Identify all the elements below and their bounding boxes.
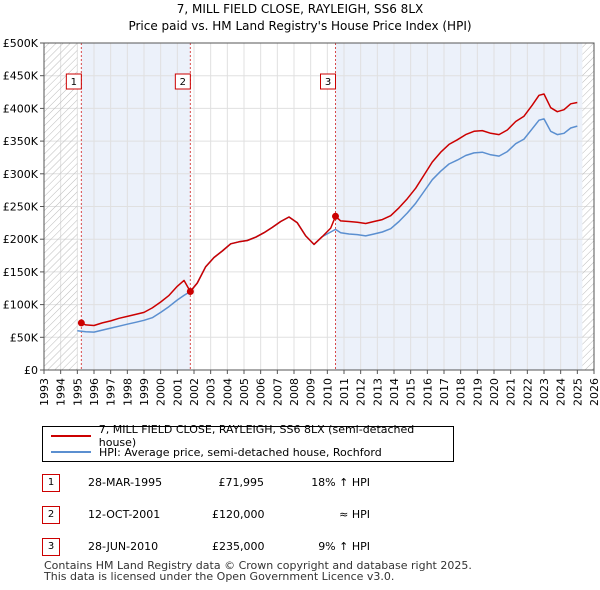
- x-tick-label: 2004: [221, 378, 234, 406]
- x-tick-label: 2016: [421, 378, 434, 406]
- legend-swatch-property: [51, 435, 91, 437]
- y-tick-label: £350K: [3, 135, 39, 148]
- x-tick-label: 2007: [271, 378, 284, 406]
- sale-label-text: 2: [180, 77, 186, 88]
- sale-number: 1: [42, 474, 60, 492]
- y-tick-label: £100K: [3, 299, 39, 312]
- footer: Contains HM Land Registry data © Crown c…: [44, 560, 472, 582]
- hatched-no-data-region: [44, 43, 78, 370]
- x-tick-label: 2022: [521, 378, 534, 406]
- sale-label-box: [174, 73, 191, 90]
- sale-hpi-comparison: 9% ↑ HPI: [318, 540, 370, 553]
- y-tick-label: £300K: [3, 168, 39, 181]
- sale-point: [77, 319, 85, 327]
- x-tick-label: 2005: [238, 378, 251, 406]
- legend-swatch-hpi: [51, 451, 91, 453]
- grid: [43, 42, 595, 371]
- y-tick-label: £400K: [3, 102, 39, 115]
- x-tick-label: 2015: [405, 378, 418, 406]
- hatched-no-data-region: [582, 43, 594, 370]
- sale-date: 12-OCT-2001: [88, 508, 161, 521]
- sale-point: [332, 212, 339, 220]
- x-tick-label: 2026: [588, 378, 600, 406]
- footer-copyright: Contains HM Land Registry data © Crown c…: [44, 559, 472, 572]
- x-tick-label: 2018: [455, 378, 468, 406]
- x-tick-label: 2017: [438, 378, 451, 406]
- sale-label-text: 3: [325, 77, 331, 88]
- x-tick-label: 2021: [505, 378, 518, 406]
- hatched-regions: [44, 43, 594, 370]
- y-tick-label: £500K: [3, 37, 39, 50]
- sale-points: [77, 212, 339, 327]
- x-tick-label: 2023: [538, 378, 551, 406]
- sale-number: 3: [42, 538, 60, 556]
- y-tick-label: £150K: [3, 266, 39, 279]
- x-tick-label: 2010: [321, 378, 334, 406]
- sale-hpi-comparison: ≈ HPI: [339, 508, 370, 521]
- sale-date: 28-MAR-1995: [88, 476, 163, 489]
- x-tick-label: 2013: [371, 378, 384, 406]
- legend-label-hpi: HPI: Average price, semi-detached house,…: [99, 445, 382, 459]
- sale-point: [186, 288, 194, 296]
- x-tick-label: 1998: [121, 378, 134, 406]
- x-tick-label: 2025: [571, 378, 584, 406]
- footer-licence: This data is licensed under the Open Gov…: [44, 570, 395, 583]
- y-tick-label: £250K: [3, 201, 39, 214]
- x-tick-label: 2014: [388, 378, 401, 406]
- sale-label-text: 1: [71, 77, 77, 88]
- chart-subtitle: Price paid vs. HM Land Registry's House …: [128, 19, 471, 33]
- property-price-line: [80, 93, 578, 327]
- legend-item-property: 7, MILL FIELD CLOSE, RAYLEIGH, SS6 8LX (…: [51, 423, 453, 449]
- sale-date: 28-JUN-2010: [88, 540, 159, 553]
- x-tick-label: 2009: [305, 378, 318, 406]
- sale-price: £235,000: [212, 540, 265, 553]
- sale-number: 2: [42, 506, 60, 524]
- x-tick-label: 1997: [105, 378, 118, 406]
- sale-row: 3 28-JUN-2010 £235,000 9% ↑ HPI: [42, 538, 402, 556]
- hpi-line: [77, 118, 578, 333]
- y-tick-label: £50K: [10, 331, 39, 344]
- x-tick-label: 1999: [138, 378, 151, 406]
- legend-label-property: 7, MILL FIELD CLOSE, RAYLEIGH, SS6 8LX (…: [98, 423, 415, 449]
- x-tick-label: 2008: [288, 378, 301, 406]
- x-tick-label: 2003: [205, 378, 218, 406]
- series: [77, 93, 578, 333]
- x-tick-label: 2024: [555, 378, 568, 406]
- y-tick-label: £0: [24, 364, 38, 377]
- y-tick-label: £200K: [3, 233, 39, 246]
- x-tick-label: 2001: [171, 378, 184, 406]
- sale-hpi-comparison: 18% ↑ HPI: [311, 476, 370, 489]
- legend: 7, MILL FIELD CLOSE, RAYLEIGH, SS6 8LX (…: [42, 423, 454, 462]
- x-tick-label: 1995: [71, 378, 84, 406]
- x-tick-label: 1993: [38, 378, 51, 406]
- x-tick-label: 2019: [471, 378, 484, 406]
- x-tick-label: 2006: [255, 378, 268, 406]
- x-tick-label: 2011: [338, 378, 351, 406]
- x-tick-label: 2012: [355, 378, 368, 406]
- x-tick-label: 1996: [88, 378, 101, 406]
- sale-row: 1 28-MAR-1995 £71,995 18% ↑ HPI: [42, 474, 402, 492]
- sale-markers-lines: [80, 43, 336, 370]
- x-tick-label: 2002: [188, 378, 201, 406]
- legend-item-hpi: HPI: Average price, semi-detached house,…: [51, 444, 382, 460]
- x-tick-label: 2000: [155, 378, 168, 406]
- axes: £0 £50K £100K £150K £200K £250K £300K £350K £400…: [3, 37, 600, 406]
- sale-row: 2 12-OCT-2001 £120,000 ≈ HPI: [42, 506, 402, 524]
- sale-label-box: [320, 73, 336, 90]
- sale-labels: 1 2 3: [65, 73, 336, 90]
- chart-title: 7, MILL FIELD CLOSE, RAYLEIGH, SS6 8LX: [177, 2, 423, 16]
- sale-label-box: [65, 73, 82, 90]
- x-tick-label: 1994: [55, 378, 68, 406]
- x-tick-label: 2020: [488, 378, 501, 406]
- sale-price: £71,995: [218, 476, 265, 489]
- sale-price: £120,000: [212, 508, 265, 521]
- y-tick-label: £450K: [3, 70, 39, 83]
- price-chart: 7, MILL FIELD CLOSE, RAYLEIGH, SS6 8LX P…: [3, 2, 600, 406]
